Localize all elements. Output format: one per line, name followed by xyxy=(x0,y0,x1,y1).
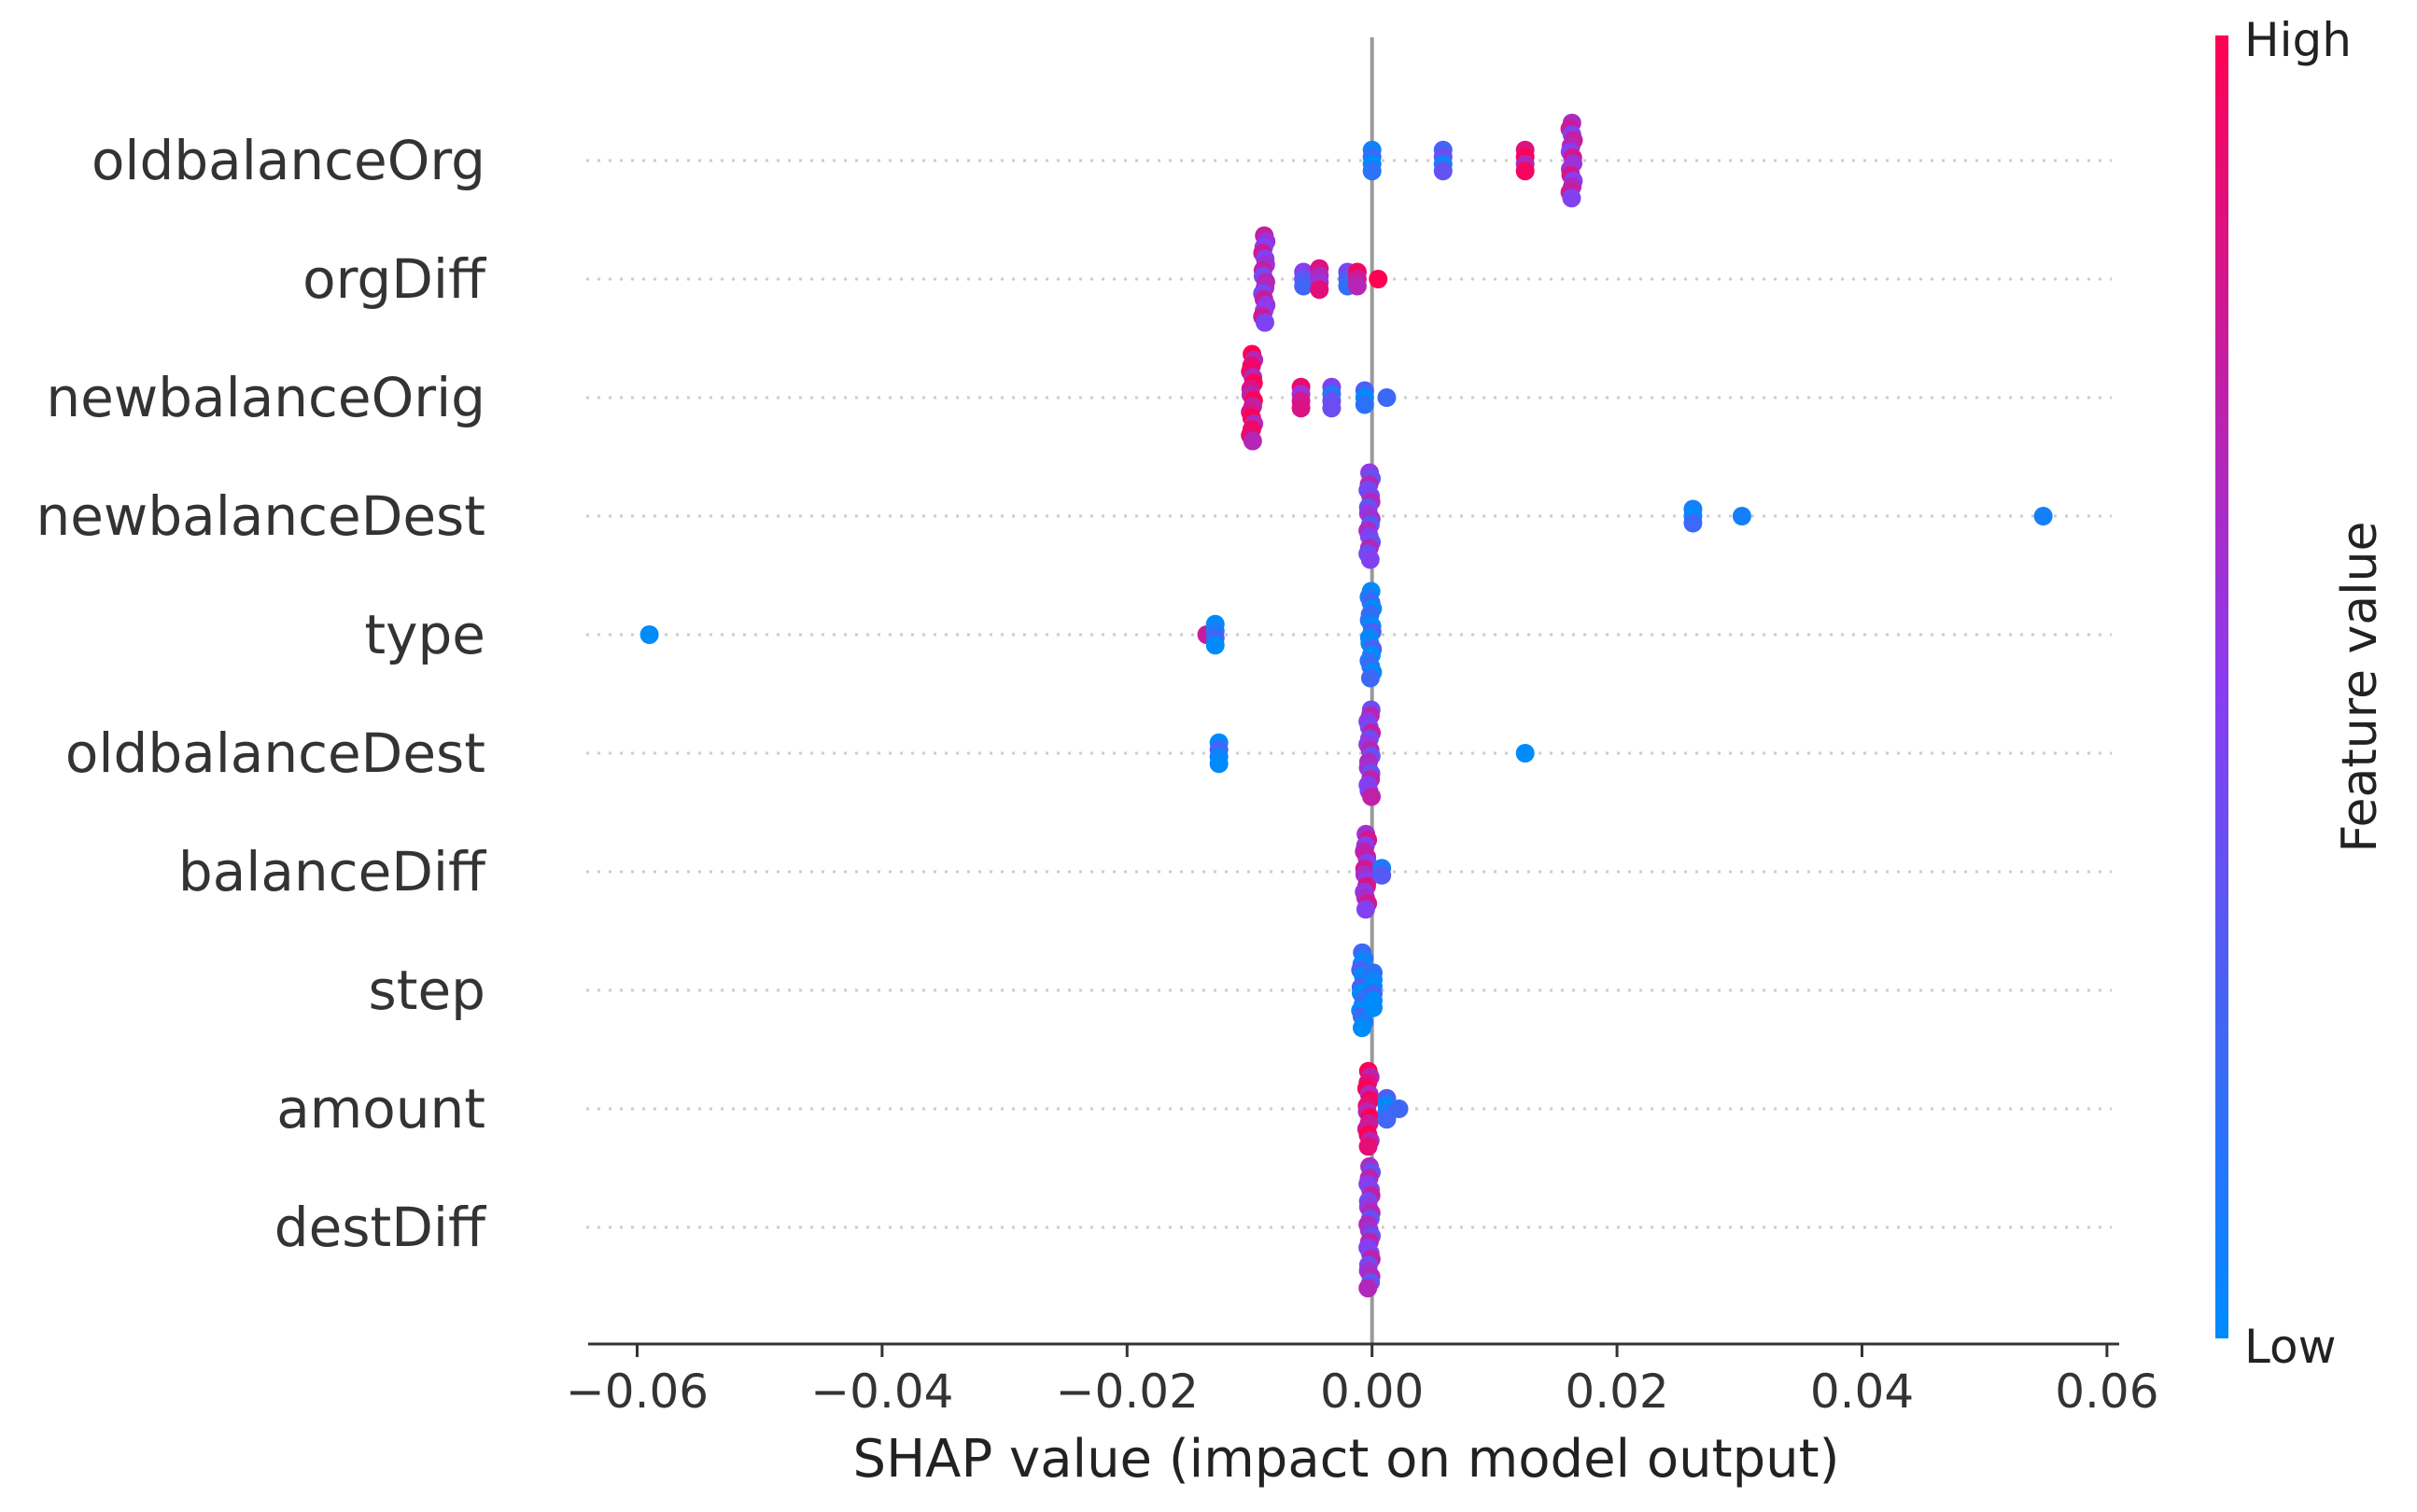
shap-point xyxy=(1352,1018,1371,1038)
shap-point xyxy=(1358,1137,1378,1156)
shap-point xyxy=(2033,507,2053,525)
shap-point xyxy=(1515,161,1535,181)
shap-point xyxy=(1363,998,1383,1017)
feature-label-type: type xyxy=(364,603,485,666)
shap-point xyxy=(1377,1110,1397,1129)
grid-lines xyxy=(586,159,2112,1229)
shap-point xyxy=(1355,395,1374,414)
colorbar-gradient xyxy=(2215,35,2228,1338)
feature-label-oldbalanceDest: oldbalanceDest xyxy=(65,721,485,785)
x-tick-label: −0.02 xyxy=(1056,1365,1199,1419)
shap-point xyxy=(1358,1279,1378,1298)
x-tick-label: −0.06 xyxy=(566,1365,709,1419)
shap-point xyxy=(1310,280,1329,300)
shap-point xyxy=(1683,513,1703,533)
shap-point xyxy=(1209,754,1229,774)
shap-point xyxy=(1294,276,1314,296)
feature-label-step: step xyxy=(369,959,485,1022)
shap-point xyxy=(1255,313,1274,332)
feature-label-newbalanceDest: newbalanceDest xyxy=(35,484,485,548)
feature-label-newbalanceOrig: newbalanceOrig xyxy=(46,366,485,429)
x-tick-label: 0.00 xyxy=(1320,1365,1424,1419)
shap-point xyxy=(1291,399,1311,418)
shap-point xyxy=(1433,161,1453,181)
shap-point xyxy=(1732,507,1751,525)
feature-label-oldbalanceOrg: oldbalanceOrg xyxy=(91,129,485,192)
shap-point xyxy=(1515,744,1535,763)
feature-label-destDiff: destDiff xyxy=(274,1196,487,1259)
colorbar: High Low Feature value xyxy=(2215,13,2388,1374)
shap-point xyxy=(1360,668,1380,688)
colorbar-title: Feature value xyxy=(2332,521,2388,852)
feature-labels: oldbalanceOrg orgDiff newbalanceOrig newbal… xyxy=(35,129,487,1259)
shap-point xyxy=(1362,787,1382,806)
shap-point xyxy=(1356,900,1375,919)
shap-point xyxy=(1369,270,1388,288)
x-tick-label: 0.04 xyxy=(1810,1365,1914,1419)
shap-point xyxy=(1360,550,1380,569)
shap-point xyxy=(1389,1099,1409,1118)
shap-point xyxy=(1205,636,1225,655)
shap-point xyxy=(1347,276,1367,296)
x-tick-label: 0.06 xyxy=(2055,1365,2158,1419)
x-axis-ticks: −0.06 −0.04 −0.02 0.00 0.02 0.04 0.06 xyxy=(566,1344,2159,1419)
x-axis-title: SHAP value (impact on model output) xyxy=(853,1429,1840,1490)
x-tick-label: 0.02 xyxy=(1565,1365,1668,1419)
x-tick-label: −0.04 xyxy=(810,1365,953,1419)
shap-point xyxy=(1372,865,1392,885)
colorbar-high-label: High xyxy=(2244,13,2352,67)
feature-label-balanceDiff: balanceDiff xyxy=(178,840,487,903)
data-points xyxy=(639,113,2053,1298)
feature-label-orgDiff: orgDiff xyxy=(302,247,487,311)
feature-label-amount: amount xyxy=(276,1077,485,1141)
shap-point xyxy=(639,625,659,644)
shap-point xyxy=(1322,399,1342,418)
shap-point xyxy=(1243,431,1262,451)
shap-point xyxy=(1362,161,1382,181)
colorbar-low-label: Low xyxy=(2244,1320,2336,1374)
shap-point xyxy=(1562,189,1581,208)
shap-point xyxy=(1377,388,1397,407)
